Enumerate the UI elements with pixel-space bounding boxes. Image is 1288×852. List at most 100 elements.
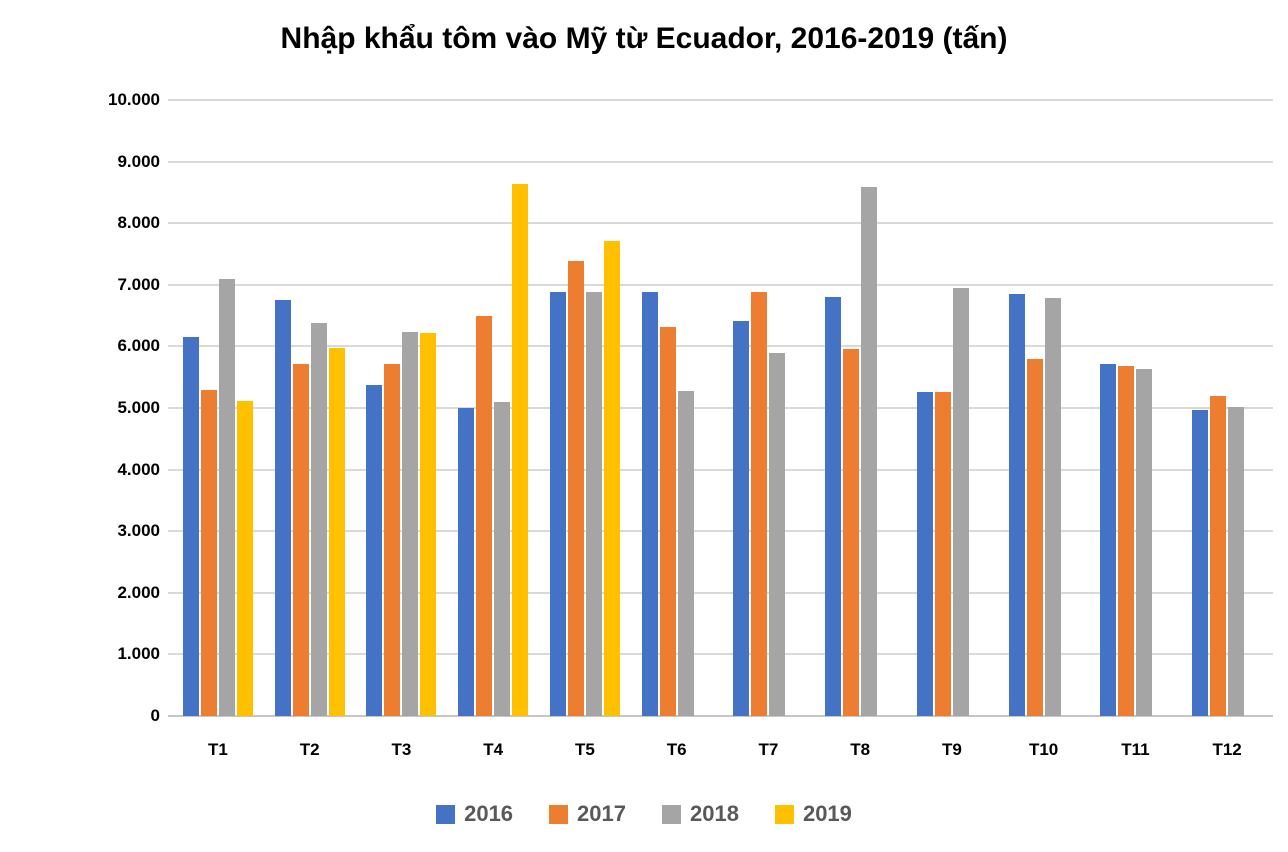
bar-2016-T6 <box>641 291 658 716</box>
bar-2019-T4 <box>512 184 529 716</box>
gridline-7.000 <box>168 283 1273 286</box>
legend-item-2016: 2016 <box>436 801 513 827</box>
legend-swatch-2017 <box>549 804 569 824</box>
bar-2016-T3 <box>366 385 383 716</box>
bar-2016-T1 <box>182 337 199 716</box>
bar-2016-T11 <box>1100 364 1117 716</box>
bar-2017-T11 <box>1118 366 1135 716</box>
bar-group-T7 <box>723 100 815 716</box>
bar-2016-T5 <box>549 291 566 716</box>
x-tick-label-T5: T5 <box>574 740 595 759</box>
x-tick-label-T6: T6 <box>666 740 687 759</box>
bar-2018-T8 <box>861 187 878 716</box>
bar-2018-T3 <box>402 332 419 716</box>
bar-2018-T9 <box>952 287 969 716</box>
bar-2018-T5 <box>585 291 602 716</box>
bar-2016-T8 <box>825 296 842 716</box>
x-tick-label-T9: T9 <box>941 740 962 759</box>
bar-group-T6 <box>631 100 723 716</box>
x-tick-label-T12: T12 <box>1212 740 1242 759</box>
bar-2018-T2 <box>310 323 327 716</box>
y-tick-label-4.000: 4.000 <box>117 459 160 479</box>
legend-label-2019: 2019 <box>802 801 852 826</box>
legend-item-2017: 2017 <box>549 801 626 827</box>
gridline-10.000 <box>168 99 1273 101</box>
bar-2017-T12 <box>1210 396 1227 716</box>
chart-title: Nhập khẩu tôm vào Mỹ từ Ecuador, 2016-20… <box>280 22 1008 55</box>
y-tick-label-5.000: 5.000 <box>117 398 160 417</box>
bar-2017-T4 <box>476 316 493 716</box>
legend-swatch-2019 <box>774 804 794 824</box>
x-tick-label-T10: T10 <box>1028 740 1059 759</box>
y-tick-label-1.000: 1.000 <box>117 644 160 664</box>
plot-area <box>168 99 1273 717</box>
x-tick-label-T2: T2 <box>299 740 320 759</box>
bar-group-T1 <box>172 100 264 716</box>
legend-swatch-2016 <box>436 804 456 824</box>
bar-2017-T7 <box>751 292 768 716</box>
bar-2019-T2 <box>328 348 345 716</box>
bar-2018-T1 <box>218 278 235 716</box>
bar-group-T8 <box>814 100 906 716</box>
bar-2016-T7 <box>733 320 750 716</box>
bar-group-T11 <box>1090 100 1182 716</box>
bar-group-T5 <box>539 100 631 716</box>
bar-group-T2 <box>264 100 356 716</box>
bar-2018-T7 <box>769 352 786 716</box>
y-tick-label-3.000: 3.000 <box>117 521 160 541</box>
gridline-9.000 <box>168 160 1273 163</box>
bar-2019-T5 <box>603 241 620 716</box>
legend-item-2018: 2018 <box>662 801 739 827</box>
x-tick-label-T8: T8 <box>850 740 871 759</box>
y-axis-labels: 0 1.000 2.000 3.000 4.000 5.000 6.000 7.000 8.00… <box>0 90 160 725</box>
gridline-3.000 <box>168 530 1273 533</box>
gridline-4.000 <box>168 468 1273 471</box>
y-tick-label-6.000: 6.000 <box>117 336 160 356</box>
x-tick-label-T7: T7 <box>758 740 779 759</box>
bar-2017-T6 <box>659 327 676 716</box>
y-tick-label-2.000: 2.000 <box>117 582 160 602</box>
y-tick-label-9.000: 9.000 <box>117 151 160 171</box>
x-axis-labels: T1 T2 T3 T4 T5 T6 T7 T8 T9 T10 T11 T12 <box>172 740 1273 766</box>
gridline-1.000 <box>168 653 1273 656</box>
y-tick-label-7.000: 7.000 <box>117 274 160 294</box>
bar-group-T12 <box>1181 100 1273 716</box>
legend-label-2016: 2016 <box>464 801 514 826</box>
bar-2019-T1 <box>236 400 253 716</box>
bar-2018-T10 <box>1044 298 1061 716</box>
gridline-5.000 <box>168 407 1273 409</box>
gridline-6.000 <box>168 345 1273 348</box>
bar-2016-T10 <box>1008 294 1025 716</box>
gridline-2.000 <box>168 591 1273 594</box>
x-tick-label-T4: T4 <box>483 740 504 759</box>
x-tick-label-T1: T1 <box>207 740 228 759</box>
gridline-8.000 <box>168 222 1273 225</box>
legend: 2016 2017 2018 2019 <box>0 796 1288 832</box>
bar-2017-T2 <box>292 364 309 716</box>
bar-2018-T6 <box>677 390 694 716</box>
bar-2018-T11 <box>1136 368 1153 716</box>
bar-2017-T10 <box>1026 359 1043 716</box>
bar-group-T4 <box>447 100 539 716</box>
legend-swatch-2018 <box>662 804 681 824</box>
x-tick-label-T11: T11 <box>1121 740 1150 759</box>
x-axis-line <box>168 715 1273 717</box>
y-tick-label-10.000: 10.000 <box>108 90 160 109</box>
bar-2016-T4 <box>458 408 475 716</box>
x-tick-label-T3: T3 <box>391 740 412 759</box>
legend-item-2019: 2019 <box>774 801 852 827</box>
bar-2017-T3 <box>384 363 401 716</box>
y-tick-label-0: 0 <box>150 706 160 725</box>
bar-group-T10 <box>998 100 1090 716</box>
bar-2016-T9 <box>916 391 933 716</box>
bar-2017-T5 <box>567 260 584 716</box>
y-tick-label-8.000: 8.000 <box>117 213 160 233</box>
bar-group-T9 <box>906 100 998 716</box>
legend-label-2017: 2017 <box>577 801 626 826</box>
bar-2019-T3 <box>420 333 437 716</box>
bar-2016-T12 <box>1192 409 1209 716</box>
bar-2017-T8 <box>843 348 860 716</box>
bar-2017-T1 <box>200 389 217 716</box>
bar-2017-T9 <box>934 391 951 716</box>
